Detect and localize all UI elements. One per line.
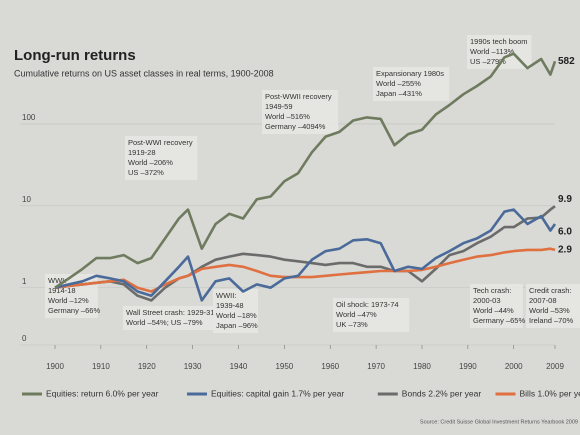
annotation: Ireland –70% (529, 316, 574, 325)
annotation-box (262, 90, 339, 134)
x-tick-label: 1940 (230, 362, 248, 371)
annotation: World –12% (48, 296, 89, 305)
end-label: 582 (558, 56, 575, 67)
x-tick-label: 1910 (92, 362, 110, 371)
x-tick-label: 1960 (321, 362, 339, 371)
y-tick-label: 1 (22, 277, 27, 286)
annotation: Germany –65% (473, 316, 525, 325)
annotation: Tech crash: (473, 286, 511, 295)
x-tick-label: 1930 (184, 362, 202, 371)
annotation-box (45, 274, 98, 318)
x-tick-label: 1980 (413, 362, 431, 371)
series-line (54, 247, 556, 293)
annotation: WWI: (48, 276, 66, 285)
chart-subtitle: Cumulative returns on US asset classes i… (14, 68, 274, 78)
annotation: 2007-08 (529, 296, 557, 305)
annotation: WWII: (216, 291, 236, 300)
annotation: World –18% (216, 311, 257, 320)
annotation-box (333, 298, 410, 332)
annotation-box (213, 289, 258, 333)
annotation: US –279% (470, 57, 506, 66)
annotation: 1919-28 (128, 148, 156, 157)
annotation: World –44% (473, 306, 514, 315)
x-tick-label: 1970 (367, 362, 385, 371)
y-tick-label: 100 (22, 113, 36, 122)
x-tick-label: 2000 (505, 362, 523, 371)
annotation: UK –73% (336, 320, 368, 329)
series-line (54, 205, 556, 302)
annotation: Japan –431% (376, 89, 422, 98)
annotation: Post-WWII recovery (265, 92, 332, 101)
annotation: Germany –4094% (265, 122, 326, 131)
annotation: 1990s tech boom (470, 37, 528, 46)
annotation: Japan –96% (216, 321, 258, 330)
legend-label: Equities: capital gain 1.7% per year (211, 388, 344, 398)
chart-title: Long-run returns (14, 47, 136, 64)
annotation-box (125, 136, 198, 180)
x-tick-label: 1900 (46, 362, 64, 371)
source: Source: Credit Suisse Global Investment … (420, 419, 578, 425)
annotation-box (373, 67, 450, 101)
annotation: World –255% (376, 79, 421, 88)
x-tick-label: 2009 (546, 362, 564, 371)
annotation: 2000-03 (473, 296, 501, 305)
annotation: World –113% (470, 47, 515, 56)
y-tick-label: 10 (22, 195, 31, 204)
end-label: 2.9 (558, 245, 572, 256)
end-label: 9.9 (558, 194, 572, 205)
annotation: World –47% (336, 310, 377, 319)
annotation: World –53% (529, 306, 570, 315)
annotation: US –372% (128, 168, 164, 177)
annotation: Germany –66% (48, 306, 100, 315)
annotation: 1939-48 (216, 301, 244, 310)
annotation: Credit crash: (529, 286, 572, 295)
annotation-box (123, 306, 231, 330)
annotation: Oil shock: 1973-74 (336, 300, 399, 309)
annotation: World –516% (265, 112, 310, 121)
x-tick-label: 1990 (459, 362, 477, 371)
legend-label: Equities: return 6.0% per year (46, 388, 159, 398)
end-label: 6.0 (558, 227, 572, 238)
legend-label: Bonds 2.2% per year (402, 388, 482, 398)
annotation: Wall Street crash: 1929-31 (126, 308, 215, 317)
annotation-box (470, 284, 523, 328)
annotation: World –206% (128, 158, 173, 167)
annotation: World –54%; US –79% (126, 318, 203, 327)
series-line (54, 52, 557, 289)
x-tick-label: 1920 (138, 362, 156, 371)
annotation: Expansionary 1980s (376, 69, 444, 78)
x-tick-label: 1950 (275, 362, 293, 371)
y-tick-label: 0 (22, 334, 27, 343)
series-line (54, 208, 557, 302)
annotation: 1949-59 (265, 102, 293, 111)
annotation: Post-WWI recovery (128, 138, 193, 147)
annotation-box (526, 284, 580, 328)
legend-label: Bills 1.0% per year (520, 388, 580, 398)
annotation: 1914-18 (48, 286, 76, 295)
